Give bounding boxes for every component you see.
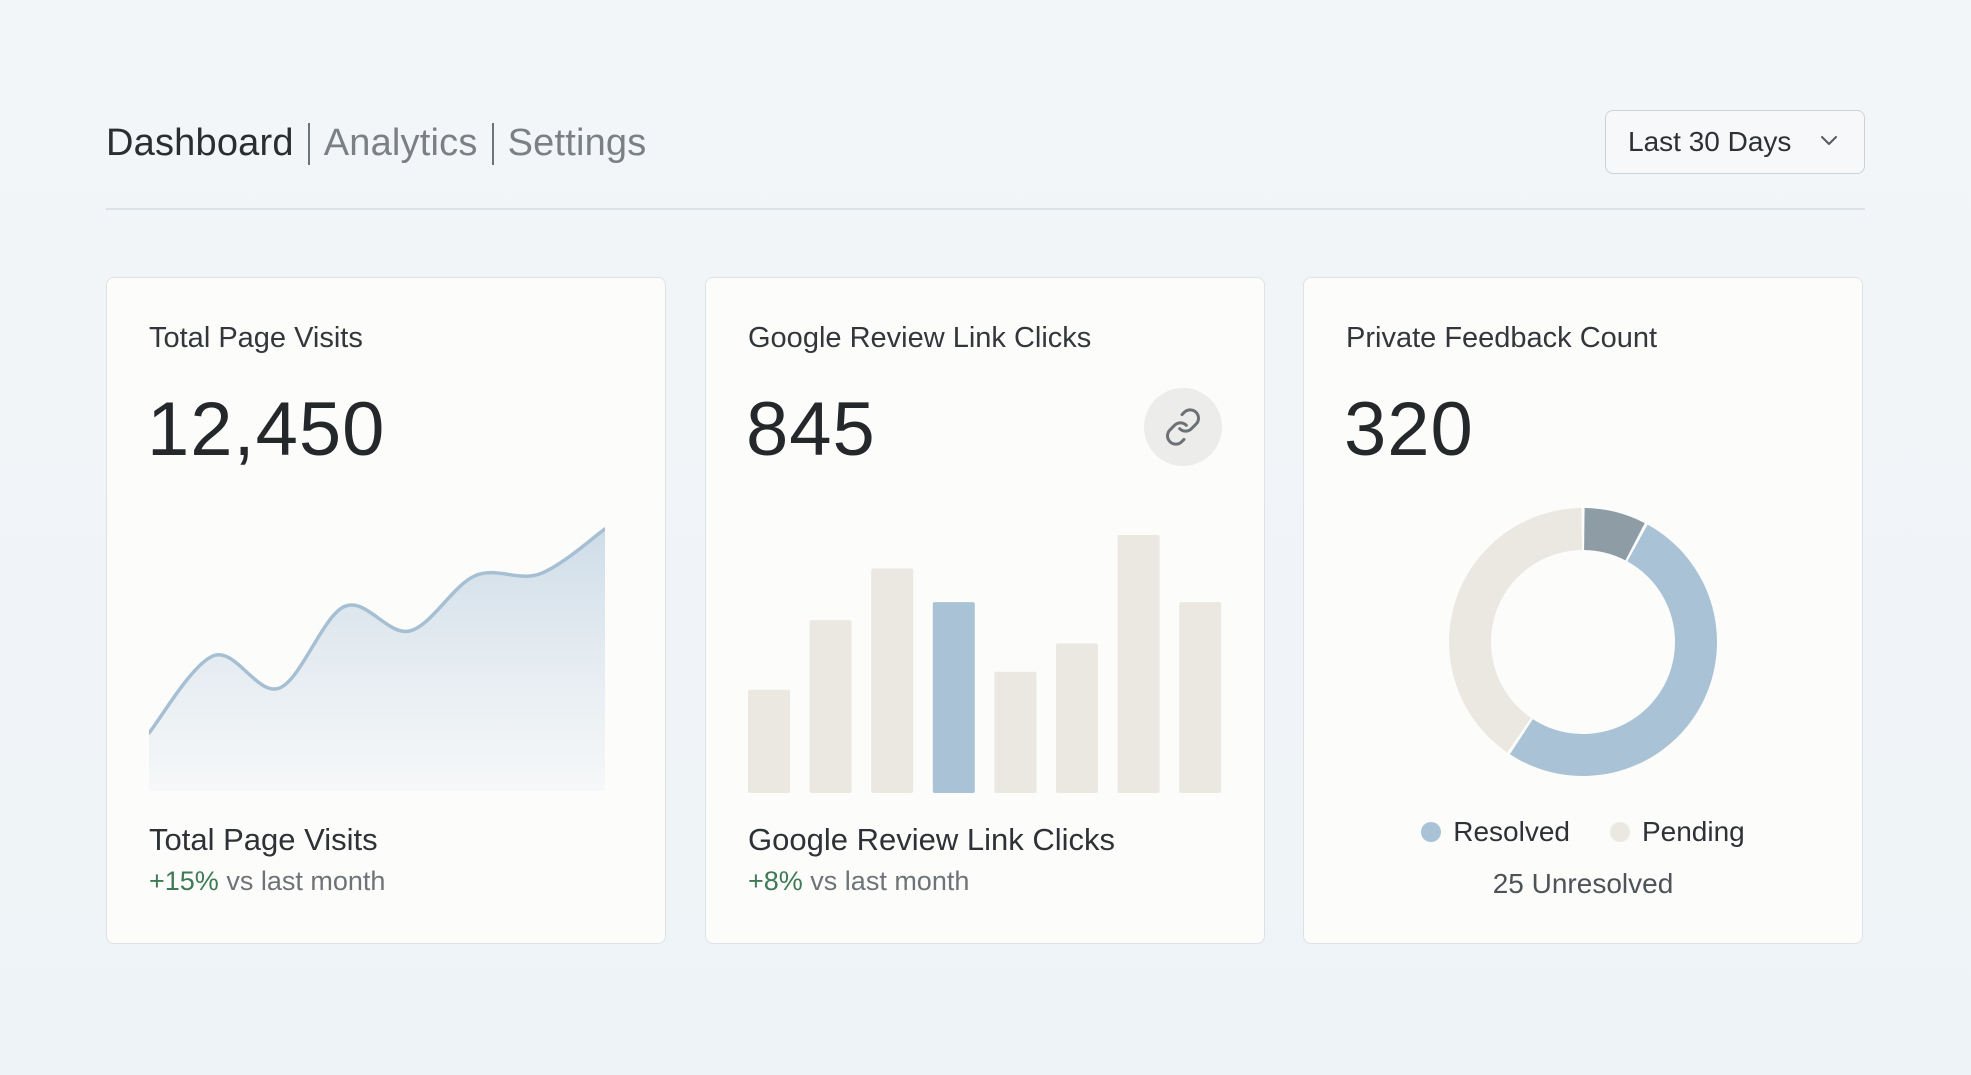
card-footer-title: Google Review Link Clicks <box>748 822 1115 857</box>
card-footer-title: Total Page Visits <box>149 822 378 857</box>
copy-link-button[interactable] <box>1144 388 1222 466</box>
legend-swatch <box>1609 822 1630 842</box>
unresolved-count: 25 Unresolved <box>1492 868 1674 899</box>
top-bar: Dashboard Analytics Settings Last 30 Day… <box>106 110 1865 180</box>
bar <box>994 671 1037 793</box>
nav-separator <box>491 122 494 165</box>
nav-dashboard[interactable]: Dashboard <box>106 122 294 164</box>
review-clicks-value: 845 <box>746 387 876 472</box>
donut-legend: Resolved Pending <box>1304 816 1862 848</box>
page-visits-area-chart <box>149 527 605 791</box>
bar <box>1056 643 1098 793</box>
nav-settings[interactable]: Settings <box>507 122 647 164</box>
page-visits-value: 12,450 <box>147 387 386 472</box>
donut-slice-unresolved <box>1584 508 1645 561</box>
nav-separator <box>307 122 310 165</box>
card-title: Total Page Visits <box>149 322 363 354</box>
bar <box>748 689 790 793</box>
donut-slice-resolved <box>1509 524 1717 776</box>
legend-item-resolved: Resolved <box>1421 816 1570 848</box>
card-change-text: +8% vs last month <box>748 866 969 897</box>
nav-analytics[interactable]: Analytics <box>323 122 478 164</box>
feedback-count-value: 320 <box>1344 387 1474 472</box>
bar <box>1117 535 1160 793</box>
bar <box>809 620 852 793</box>
date-range-select[interactable]: Last 30 Days <box>1605 110 1865 174</box>
card-title: Private Feedback Count <box>1346 322 1658 354</box>
legend-label: Resolved <box>1453 816 1570 847</box>
page-visits-card: Total Page Visits 12,450 Total Page Visi… <box>106 277 666 944</box>
bar <box>871 568 914 793</box>
legend-swatch <box>1421 822 1442 842</box>
legend-label: Pending <box>1641 816 1745 847</box>
review-clicks-card: Google Review Link Clicks 845 Google Rev… <box>705 277 1265 944</box>
bar-highlighted <box>932 602 975 793</box>
change-value: +8% <box>748 866 803 896</box>
area-fill <box>149 529 605 791</box>
main-nav: Dashboard Analytics Settings <box>106 122 646 165</box>
series-line <box>149 527 605 735</box>
link-icon <box>1166 408 1200 446</box>
bar <box>1179 602 1222 793</box>
card-title: Google Review Link Clicks <box>748 322 1092 354</box>
date-range-value: Last 30 Days <box>1628 126 1792 157</box>
header-divider <box>106 208 1865 210</box>
feedback-donut-chart <box>1449 508 1717 776</box>
change-suffix: vs last month <box>218 866 386 896</box>
card-change-text: +15% vs last month <box>149 866 385 897</box>
feedback-count-card: Private Feedback Count 320 Resolved Pend… <box>1303 277 1863 944</box>
change-suffix: vs last month <box>802 866 970 896</box>
legend-item-pending: Pending <box>1609 816 1745 848</box>
change-value: +15% <box>149 866 219 896</box>
chevron-down-icon <box>1821 136 1837 145</box>
review-clicks-bar-chart <box>748 535 1222 793</box>
donut-slice-pending <box>1449 508 1582 753</box>
